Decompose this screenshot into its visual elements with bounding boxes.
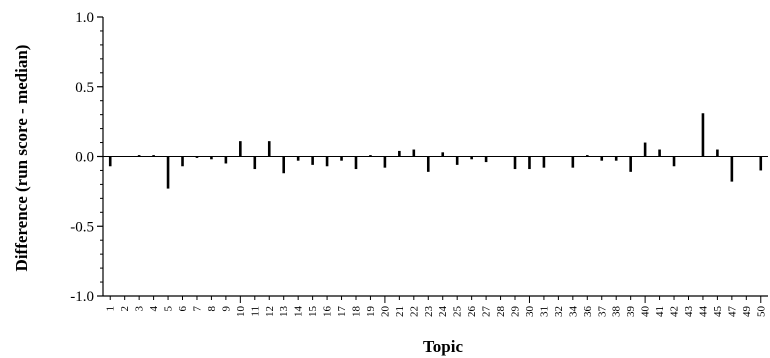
bar (152, 155, 155, 157)
bar (542, 156, 546, 168)
bar (369, 155, 372, 157)
x-tick-label: 45 (712, 306, 724, 318)
x-tick-label: 27 (481, 306, 493, 318)
x-tick-label: 40 (640, 306, 652, 318)
plot-area (102, 17, 768, 297)
x-tick-label: 12 (264, 306, 276, 317)
x-tick-label: 34 (567, 306, 579, 318)
bar (470, 156, 473, 160)
bar (701, 113, 705, 157)
y-tick-label: 1.0 (75, 10, 94, 26)
bar (484, 156, 488, 163)
y-tick-label: -0.5 (70, 219, 94, 235)
bar (181, 156, 184, 167)
bar (166, 156, 170, 189)
x-tick-label: 31 (538, 306, 550, 317)
x-tick-label: 47 (726, 306, 738, 318)
bar (354, 156, 358, 170)
x-tick-label: 29 (510, 306, 522, 318)
x-tick-label: 17 (336, 306, 348, 318)
x-tick-label: 16 (322, 306, 334, 318)
x-axis-label: Topic (423, 337, 463, 356)
x-tick-label: 25 (452, 306, 464, 318)
x-tick-label: 19 (365, 306, 377, 318)
x-tick-label: 3 (134, 306, 146, 312)
x-tick-label: 4 (148, 306, 160, 312)
y-axis-label: Difference (run score - median) (12, 45, 31, 272)
bar (412, 149, 416, 157)
x-tick-label: 43 (683, 306, 695, 318)
x-tick-label: 15 (307, 306, 319, 318)
bar (224, 156, 228, 164)
x-tick-label: 24 (437, 306, 449, 318)
x-tick-label: 18 (350, 306, 362, 318)
x-tick-label: 38 (611, 306, 623, 318)
bar (513, 156, 517, 170)
bar (195, 156, 199, 158)
x-tick-label: 36 (582, 306, 594, 318)
bar (426, 156, 430, 172)
bar (311, 156, 314, 165)
x-tick-label: 39 (625, 306, 637, 318)
bar (296, 156, 300, 161)
bar (137, 155, 141, 157)
x-tick-label: 10 (235, 306, 247, 318)
bar (571, 156, 575, 168)
bars (108, 113, 763, 189)
bar (325, 156, 329, 167)
x-tick-label: 1 (105, 306, 117, 312)
bar (730, 156, 734, 182)
bar (585, 155, 589, 157)
bar (672, 156, 676, 167)
bar (528, 156, 531, 170)
x-tick-label: 32 (553, 306, 565, 317)
bar (398, 150, 401, 157)
bar (239, 141, 242, 157)
x-tick-label: 30 (524, 306, 536, 318)
y-tick-label: -1.0 (70, 289, 94, 305)
y-axis-ticks: -1.0 -0.5 0.0 0.5 1.0 (70, 10, 103, 305)
x-tick-label: 5 (163, 306, 175, 312)
x-tick-label: 23 (423, 306, 435, 318)
bar (455, 156, 459, 165)
x-tick-label: 44 (697, 306, 709, 318)
x-tick-label: 41 (654, 306, 666, 317)
x-tick-label: 11 (249, 306, 261, 317)
bar (614, 156, 618, 161)
x-tick-label: 22 (408, 306, 420, 317)
x-tick-label: 50 (755, 306, 767, 318)
x-tick-label: 6 (177, 306, 189, 312)
bar (759, 156, 763, 171)
x-tick-label: 2 (119, 306, 131, 312)
bar (340, 156, 343, 161)
x-tick-label: 20 (379, 306, 391, 318)
bar (282, 156, 286, 174)
bar (253, 156, 257, 170)
x-tick-label: 37 (596, 306, 608, 318)
x-tick-label: 21 (394, 306, 406, 317)
bar (643, 142, 647, 157)
y-tick-label: 0.0 (75, 150, 94, 166)
bar (716, 149, 719, 157)
bar (267, 141, 271, 157)
x-tick-label: 14 (293, 306, 305, 318)
bar (108, 156, 112, 167)
bar (600, 156, 604, 161)
bar (658, 149, 661, 157)
x-tick-label: 13 (278, 306, 290, 318)
x-tick-label: 9 (220, 306, 232, 312)
x-tick-label: 7 (191, 306, 203, 312)
x-tick-label: 8 (206, 306, 218, 312)
x-tick-label: 49 (741, 306, 753, 318)
bar (383, 156, 387, 168)
x-axis-ticks: 1 2 3 4 5 6 7 8 9 10 11 12 13 14 15 16 17 18 19 20 21 22 23 24 2… (105, 296, 767, 318)
x-tick-label: 28 (495, 306, 507, 318)
bar (441, 152, 445, 157)
x-tick-label: 26 (466, 306, 478, 318)
y-tick-label: 0.5 (75, 80, 94, 96)
bar (210, 156, 213, 160)
bar (629, 156, 632, 172)
x-tick-label: 42 (669, 306, 681, 317)
